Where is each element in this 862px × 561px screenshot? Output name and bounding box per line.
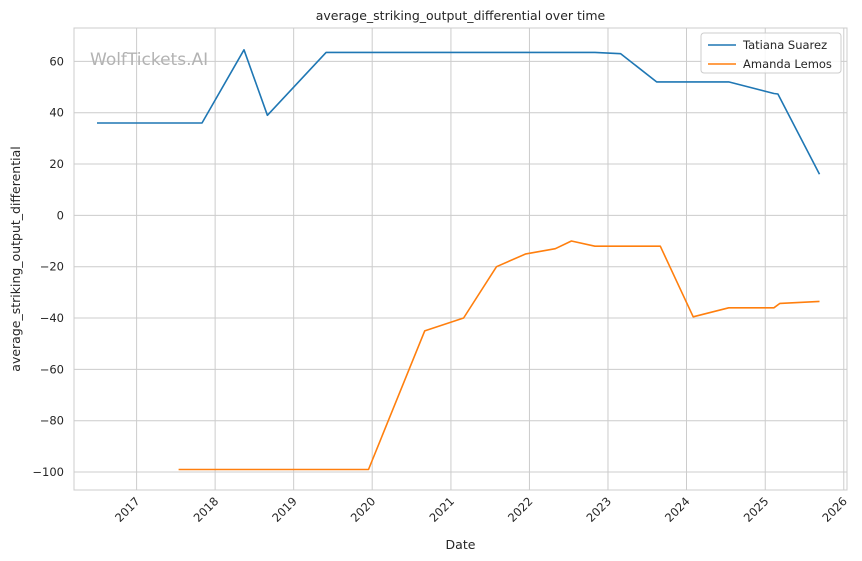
x-axis-label: Date <box>446 537 476 552</box>
legend-box <box>700 32 842 74</box>
series-layer <box>97 48 821 471</box>
y-tick-label-7: −80 <box>40 414 64 428</box>
legend: Tatiana Suarez Amanda Lemos <box>700 32 842 74</box>
y-tick-label-3: 0 <box>57 208 64 222</box>
legend-label-amanda-lemos: Amanda Lemos <box>743 57 832 71</box>
series-line-amanda-lemos <box>178 240 820 471</box>
grid <box>74 28 847 490</box>
y-tick-label-1: 40 <box>49 106 64 120</box>
y-tick-label-2: 20 <box>49 157 64 171</box>
y-tick-labels: 60 40 20 0 −20 −40 −60 −80 −100 <box>32 54 64 479</box>
chart-title: average_striking_output_differential ove… <box>316 8 606 23</box>
y-tick-label-6: −60 <box>40 362 64 376</box>
watermark: WolfTickets.AI <box>90 50 208 70</box>
plot-frame <box>73 27 848 491</box>
y-tick-label-5: −40 <box>40 311 64 325</box>
y-tick-label-4: −20 <box>40 260 64 274</box>
y-axis-label: average_striking_output_differential <box>8 146 23 371</box>
y-tick-label-0: 60 <box>49 54 64 68</box>
series-line-tatiana-suarez <box>97 48 821 175</box>
y-tick-label-8: −100 <box>32 465 64 479</box>
x-tick-labels: 2017 2018 2019 2020 2021 2022 2023 2024 2025 2026 <box>112 494 850 525</box>
legend-label-tatiana-suarez: Tatiana Suarez <box>742 38 827 52</box>
